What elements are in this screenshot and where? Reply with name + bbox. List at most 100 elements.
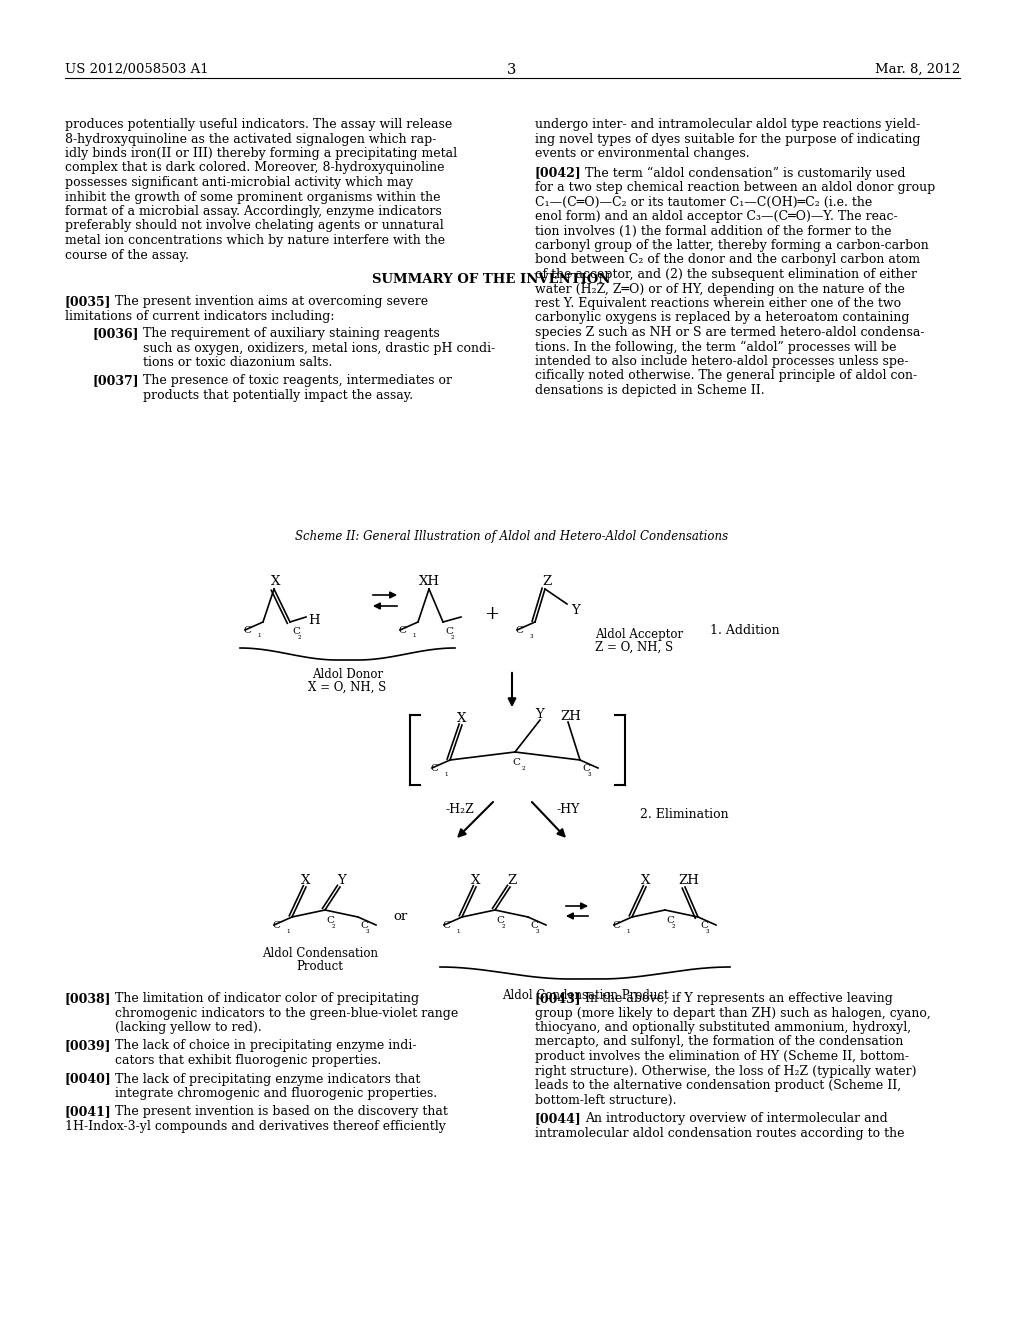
Text: course of the assay.: course of the assay. bbox=[65, 248, 188, 261]
Text: 3: 3 bbox=[507, 63, 517, 77]
Text: [0037]: [0037] bbox=[93, 374, 139, 387]
Text: 1H-Indox-3-yl compounds and derivatives thereof efficiently: 1H-Indox-3-yl compounds and derivatives … bbox=[65, 1119, 445, 1133]
Text: products that potentially impact the assay.: products that potentially impact the ass… bbox=[143, 388, 413, 401]
Text: chromogenic indicators to the green-blue-violet range: chromogenic indicators to the green-blue… bbox=[115, 1006, 459, 1019]
Text: [0040]: [0040] bbox=[65, 1072, 112, 1085]
Text: C: C bbox=[398, 626, 406, 635]
Text: XH: XH bbox=[419, 576, 439, 587]
Text: C: C bbox=[445, 627, 453, 636]
Text: C: C bbox=[515, 626, 523, 635]
Text: for a two step chemical reaction between an aldol donor group: for a two step chemical reaction between… bbox=[535, 181, 935, 194]
Text: [0038]: [0038] bbox=[65, 993, 112, 1005]
Text: rest Y. Equivalent reactions wherein either one of the two: rest Y. Equivalent reactions wherein eit… bbox=[535, 297, 901, 310]
Text: C: C bbox=[496, 916, 504, 925]
Text: An introductory overview of intermolecular and: An introductory overview of intermolecul… bbox=[585, 1111, 888, 1125]
Text: metal ion concentrations which by nature interfere with the: metal ion concentrations which by nature… bbox=[65, 234, 445, 247]
Text: bond between C₂ of the donor and the carbonyl carbon atom: bond between C₂ of the donor and the car… bbox=[535, 253, 921, 267]
Text: carbonylic oxygens is replaced by a heteroatom containing: carbonylic oxygens is replaced by a hete… bbox=[535, 312, 909, 325]
Text: ₁: ₁ bbox=[412, 630, 416, 639]
Text: ₂: ₂ bbox=[332, 921, 336, 931]
Text: C₁—(C═O)—C₂ or its tautomer C₁—C(OH)═C₂ (i.e. the: C₁—(C═O)—C₂ or its tautomer C₁—C(OH)═C₂ … bbox=[535, 195, 872, 209]
Text: ₃: ₃ bbox=[536, 927, 540, 935]
Text: cators that exhibit fluorogenic properties.: cators that exhibit fluorogenic properti… bbox=[115, 1053, 381, 1067]
Text: ZH: ZH bbox=[560, 710, 582, 723]
Text: SUMMARY OF THE INVENTION: SUMMARY OF THE INVENTION bbox=[372, 273, 610, 286]
Text: intramolecular aldol condensation routes according to the: intramolecular aldol condensation routes… bbox=[535, 1126, 904, 1139]
Text: -HY: -HY bbox=[556, 803, 580, 816]
Text: H: H bbox=[308, 614, 319, 627]
Text: group (more likely to depart than ZH) such as halogen, cyano,: group (more likely to depart than ZH) su… bbox=[535, 1006, 931, 1019]
Text: C: C bbox=[442, 921, 450, 931]
Text: The limitation of indicator color of precipitating: The limitation of indicator color of pre… bbox=[115, 993, 419, 1005]
Text: Aldol Condensation: Aldol Condensation bbox=[262, 946, 378, 960]
Text: C: C bbox=[326, 916, 334, 925]
Text: [0041]: [0041] bbox=[65, 1106, 112, 1118]
Text: Y: Y bbox=[571, 605, 580, 616]
Text: tion involves (1) the formal addition of the former to the: tion involves (1) the formal addition of… bbox=[535, 224, 892, 238]
Text: Z: Z bbox=[507, 874, 517, 887]
Text: The present invention is based on the discovery that: The present invention is based on the di… bbox=[115, 1106, 447, 1118]
Text: The lack of choice in precipitating enzyme indi-: The lack of choice in precipitating enzy… bbox=[115, 1040, 417, 1052]
Text: of the acceptor, and (2) the subsequent elimination of either: of the acceptor, and (2) the subsequent … bbox=[535, 268, 918, 281]
Text: ₁: ₁ bbox=[257, 630, 260, 639]
Text: Aldol Acceptor: Aldol Acceptor bbox=[595, 628, 683, 642]
Text: produces potentially useful indicators. The assay will release: produces potentially useful indicators. … bbox=[65, 117, 453, 131]
Text: The presence of toxic reagents, intermediates or: The presence of toxic reagents, intermed… bbox=[143, 374, 452, 387]
Text: The term “aldol condensation” is customarily used: The term “aldol condensation” is customa… bbox=[585, 166, 905, 180]
Text: idly binds iron(II or III) thereby forming a precipitating metal: idly binds iron(II or III) thereby formi… bbox=[65, 147, 457, 160]
Text: species Z such as NH or S are termed hetero-aldol condensa-: species Z such as NH or S are termed het… bbox=[535, 326, 925, 339]
Text: ₃: ₃ bbox=[706, 927, 710, 935]
Text: 2. Elimination: 2. Elimination bbox=[640, 808, 729, 821]
Text: ₂: ₂ bbox=[298, 632, 302, 642]
Text: [0044]: [0044] bbox=[535, 1111, 582, 1125]
Text: product involves the elimination of HY (Scheme II, bottom-: product involves the elimination of HY (… bbox=[535, 1049, 909, 1063]
Text: -H₂Z: -H₂Z bbox=[445, 803, 474, 816]
Text: C: C bbox=[292, 627, 300, 636]
Text: limitations of current indicators including:: limitations of current indicators includ… bbox=[65, 310, 335, 323]
Text: C: C bbox=[430, 764, 438, 774]
Text: X: X bbox=[471, 874, 480, 887]
Text: X: X bbox=[458, 711, 467, 725]
Text: ₂: ₂ bbox=[502, 921, 506, 931]
Text: US 2012/0058503 A1: US 2012/0058503 A1 bbox=[65, 63, 209, 77]
Text: Y: Y bbox=[536, 708, 545, 721]
Text: X: X bbox=[641, 874, 650, 887]
Text: [0036]: [0036] bbox=[93, 327, 139, 341]
Text: (lacking yellow to red).: (lacking yellow to red). bbox=[115, 1020, 262, 1034]
Text: thiocyano, and optionally substituted ammonium, hydroxyl,: thiocyano, and optionally substituted am… bbox=[535, 1020, 911, 1034]
Text: Mar. 8, 2012: Mar. 8, 2012 bbox=[874, 63, 961, 77]
Text: C: C bbox=[243, 626, 251, 635]
Text: Z: Z bbox=[543, 576, 552, 587]
Text: water (H₂Z, Z═O) or of HY, depending on the nature of the: water (H₂Z, Z═O) or of HY, depending on … bbox=[535, 282, 905, 296]
Text: preferably should not involve chelating agents or unnatural: preferably should not involve chelating … bbox=[65, 219, 443, 232]
Text: C: C bbox=[612, 921, 620, 931]
Text: events or environmental changes.: events or environmental changes. bbox=[535, 147, 750, 160]
Text: integrate chromogenic and fluorogenic properties.: integrate chromogenic and fluorogenic pr… bbox=[115, 1086, 437, 1100]
Text: Aldol Condensation Product: Aldol Condensation Product bbox=[502, 989, 669, 1002]
Text: ₁: ₁ bbox=[286, 927, 290, 935]
Text: ₃: ₃ bbox=[588, 770, 592, 777]
Text: complex that is dark colored. Moreover, 8-hydroxyquinoline: complex that is dark colored. Moreover, … bbox=[65, 161, 444, 174]
Text: mercapto, and sulfonyl, the formation of the condensation: mercapto, and sulfonyl, the formation of… bbox=[535, 1035, 903, 1048]
Text: Scheme II: General Illustration of Aldol and Hetero-Aldol Condensations: Scheme II: General Illustration of Aldol… bbox=[296, 531, 728, 543]
Text: densations is depicted in Scheme II.: densations is depicted in Scheme II. bbox=[535, 384, 765, 397]
Text: carbonyl group of the latter, thereby forming a carbon-carbon: carbonyl group of the latter, thereby fo… bbox=[535, 239, 929, 252]
Text: ₃: ₃ bbox=[529, 631, 532, 640]
Text: ing novel types of dyes suitable for the purpose of indicating: ing novel types of dyes suitable for the… bbox=[535, 132, 921, 145]
Text: The requirement of auxiliary staining reagents: The requirement of auxiliary staining re… bbox=[143, 327, 439, 341]
Text: such as oxygen, oxidizers, metal ions, drastic pH condi-: such as oxygen, oxidizers, metal ions, d… bbox=[143, 342, 496, 355]
Text: intended to also include hetero-aldol processes unless spe-: intended to also include hetero-aldol pr… bbox=[535, 355, 908, 368]
Text: undergo inter- and intramolecular aldol type reactions yield-: undergo inter- and intramolecular aldol … bbox=[535, 117, 921, 131]
Text: ₂: ₂ bbox=[672, 921, 676, 931]
Text: right structure). Otherwise, the loss of H₂Z (typically water): right structure). Otherwise, the loss of… bbox=[535, 1064, 916, 1077]
Text: C: C bbox=[530, 921, 538, 931]
Text: Product: Product bbox=[297, 960, 343, 973]
Text: Y: Y bbox=[338, 874, 346, 887]
Text: cifically noted otherwise. The general principle of aldol con-: cifically noted otherwise. The general p… bbox=[535, 370, 918, 383]
Text: ₃: ₃ bbox=[366, 927, 370, 935]
Text: The present invention aims at overcoming severe: The present invention aims at overcoming… bbox=[115, 296, 428, 309]
Text: C: C bbox=[582, 764, 590, 774]
Text: 8-hydroxyquinoline as the activated signalogen which rap-: 8-hydroxyquinoline as the activated sign… bbox=[65, 132, 436, 145]
Text: C: C bbox=[700, 921, 708, 931]
Text: Aldol Donor: Aldol Donor bbox=[312, 668, 383, 681]
